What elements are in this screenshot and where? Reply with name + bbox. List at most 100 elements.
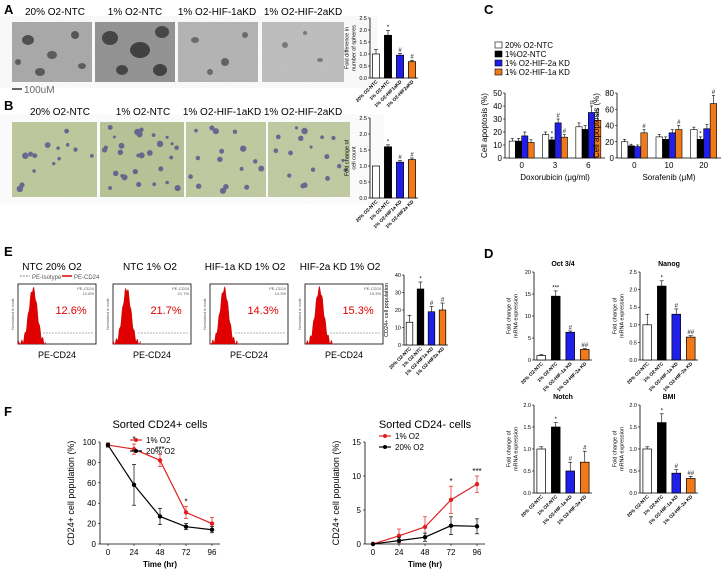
panel-c-doxorubicin-chart-ytick-label: 30 [493, 115, 502, 124]
panel-d-bmi-chart-bar [642, 448, 652, 494]
panel-f-cd24neg-chart-data-point [448, 497, 454, 502]
panel-b-cellcount-chart-ylabel: Fold change ofcell count [345, 139, 358, 176]
panel-f-cd24pos-chart-data-point [105, 442, 111, 448]
panel-d-bmi-chart-bar [657, 422, 667, 494]
flow-histogram-4: HIF-2a KD 1% O2PE-CD2415.3%15.3%Normaliz… [298, 262, 384, 360]
panel-e-cd24-chart-bar [438, 309, 447, 346]
panel-c-doxorubicin-chart-significance: # [563, 129, 567, 135]
panel-d-oct-3-4-chart-bar [565, 331, 575, 361]
panel-f-cd24neg-chart-ytick-label: 5 [357, 506, 362, 515]
panel-f-cd24neg-chart-xtick-label: 0 [371, 548, 376, 557]
panel-d-notch-chart-ytick-label: 1.0 [523, 447, 531, 453]
panel-f-cd24neg-chart-xtick-label: 24 [395, 548, 404, 557]
panel-f-cd24pos-chart-xtick-label: 96 [208, 548, 217, 557]
panel-f-cd24neg-chart-xtick-label: 72 [447, 548, 456, 557]
panel-d-oct-3-4-chart-ylabel: Fold change ofmRNA expression [507, 294, 520, 338]
panel-d-notch-chart-bar [565, 470, 575, 494]
panel-f-cd24pos-chart-data-point [157, 458, 163, 463]
panel-c-sorafenib-chart-bar [675, 129, 683, 159]
panel-d-bmi-chart-significance: # [675, 464, 679, 470]
flow-histogram-ylabel: Normalized to mode [298, 298, 302, 329]
panel-f-cd24pos-chart: Sorted CD24+ cells 0 20 40 60 80 100 0 24 48 72 96 T… [66, 419, 220, 569]
panel-e-cd24-chart-significance: # [441, 298, 445, 304]
panel-c-sorafenib-chart-bar [662, 139, 670, 159]
panel-c-sorafenib-chart-ytick-label: 80 [605, 89, 614, 98]
panel-d-bmi-chart-title: BMI [663, 394, 676, 401]
panel-a-sphere-chart-ytick-label: 1.0 [359, 52, 367, 58]
panel-f-cd24pos-chart-ytick-label: 80 [87, 458, 96, 467]
panel-b-title-2: 1% O2-NTC [116, 107, 170, 118]
panel-d-bmi-chart-bar [671, 472, 681, 494]
panel-c-doxorubicin-chart-bar [527, 142, 535, 159]
cd24-percent: 14.3% [247, 305, 278, 317]
panel-c-sorafenib-chart-bar [703, 128, 711, 159]
panel-d-nanog-chart-bar [671, 313, 681, 361]
panel-c-sorafenib-chart-xlabel: Sorafenib (μM) [642, 173, 695, 182]
legend-label: 1% O2-HIF-2a KD [505, 59, 570, 68]
panel-d-bmi-chart-significance: ## [687, 471, 694, 477]
panel-c-sorafenib-chart-ytick-label: 0 [610, 154, 615, 163]
flow-histogram-xlabel: PE-CD24 [133, 350, 171, 360]
flow-histogram-xlabel: PE-CD24 [230, 350, 268, 360]
panel-a-sphere-chart-significance: # [398, 48, 402, 54]
panel-f-cd24pos-chart-data-point [183, 524, 189, 529]
panel-d-notch-chart-significance: * [555, 417, 558, 423]
panel-d-oct-3-4-chart-significance: # [569, 325, 573, 331]
legend-swatch [494, 68, 503, 76]
panel-f-cd24neg-chart-data-point [422, 535, 428, 540]
panel-f-cd24pos-chart-ytick-label: 0 [92, 540, 97, 549]
panel-b-cellcount-chart-ytick-label: 0.0 [359, 196, 367, 202]
panel-c-sorafenib-chart-significance: # [677, 120, 681, 126]
panel-f-cd24pos-chart-title: Sorted CD24+ cells [112, 419, 208, 431]
panel-d-nanog-chart-significance: # [675, 303, 679, 309]
panel-e-cd24-chart-ytick-label: 10 [395, 326, 401, 332]
panel-f-cd24pos-chart-xtick-label: 0 [106, 548, 111, 557]
panel-c-doxorubicin-chart-bar [548, 139, 556, 159]
panel-d-notch-chart-significance: # [583, 446, 587, 452]
panel-d-nanog-chart-ytick-label: 2.5 [629, 270, 637, 276]
panel-d-nanog-chart-significance: ## [687, 330, 694, 336]
panel-c-doxorubicin-chart-bar [560, 136, 568, 159]
panel-letter-e: E [4, 244, 13, 259]
panel-d-nanog-chart-ytick-label: 1.5 [629, 305, 637, 311]
flow-histogram-ylabel: Normalized to mode [11, 298, 15, 329]
legend-label: 1%O2-NTC [505, 50, 547, 59]
panel-b-cellcount-chart-ytick-label: 1.5 [359, 148, 367, 154]
panel-letter-a: A [4, 2, 14, 17]
panel-c-sorafenib-chart-bar [668, 132, 676, 159]
panel-f-cd24neg-chart-data-point [474, 481, 480, 487]
panel-d-nanog-chart-ytick-label: 2.0 [629, 288, 637, 294]
panel-c-sorafenib-chart-bar [640, 132, 648, 159]
panel-b-cellcount-chart: 0.0 0.5 1.0 1.5 2.0 2.5 Fold change ofcell cou… [345, 116, 418, 230]
panel-d-nanog-chart-ytick-label: 1.0 [629, 323, 637, 329]
panel-b-cellcount-chart-bar [372, 165, 380, 199]
panel-d-nanog-chart-bar [642, 324, 652, 361]
panel-b-title-4: 1% O2-HIF-2aKD [264, 107, 342, 118]
panel-d-bmi-chart-ytick-label: 0.5 [629, 469, 637, 475]
panel-letter-f: F [4, 404, 12, 419]
cd24-percent: 15.3% [342, 305, 373, 317]
panel-d-notch-chart-ytick-label: 1.5 [523, 425, 531, 431]
panel-b-cellcount-chart-significance: # [410, 153, 414, 159]
panel-d-notch-chart-bar [580, 461, 590, 494]
panel-f-cd24pos-chart-data-point [131, 482, 137, 488]
panel-e-cd24-chart-bar [416, 288, 425, 346]
panel-c-sorafenib-chart-ylabel: Cell apoptosis (%) [592, 93, 601, 158]
panel-d-oct-3-4-chart-ytick-label: 20 [525, 270, 531, 276]
scale-bar-label: 100uM [24, 85, 55, 96]
panel-f-cd24neg-chart: Sorted CD24- cells 0 5 10 15 0 24 48 72 96 Time (h… [331, 419, 485, 569]
panel-f-cd24pos-chart-xtick-label: 48 [156, 548, 165, 557]
panel-c-sorafenib-chart-bar [621, 141, 629, 159]
panel-f-cd24pos-chart-data-point [157, 514, 163, 519]
panel-letter-d: D [484, 246, 493, 261]
panel-c-sorafenib-chart-category-label: 0 [632, 161, 637, 170]
panel-b-cellcount-chart-bar [384, 146, 392, 199]
panel-e-cd24-chart-ytick-label: 40 [395, 273, 401, 279]
flow-histogram-ylabel: Normalized to mode [106, 298, 110, 329]
panel-c-sorafenib-chart-significance: # [712, 90, 716, 96]
panel-c-doxorubicin-chart-ytick-label: 50 [493, 89, 502, 98]
panel-c-doxorubicin-chart-category-label: 6 [586, 161, 591, 170]
panel-a-sphere-chart-bar [384, 34, 392, 79]
